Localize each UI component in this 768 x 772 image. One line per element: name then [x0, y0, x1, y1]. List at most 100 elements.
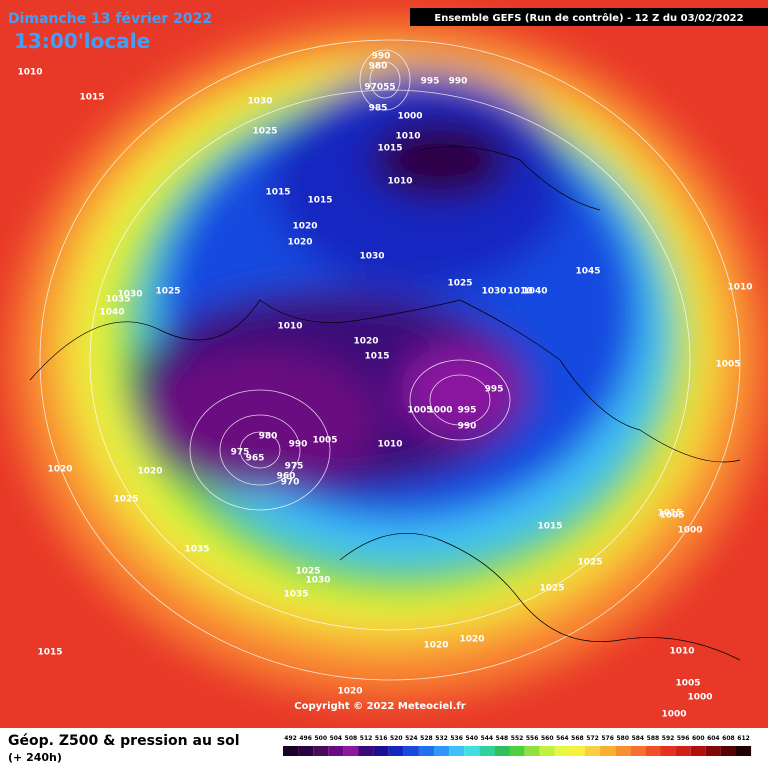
scale-swatch [660, 746, 676, 756]
scale-label: 540 [465, 735, 478, 742]
isobar-label: 1020 [287, 238, 312, 248]
scale-swatch [645, 746, 661, 756]
scale-label: 548 [496, 735, 509, 742]
isobar-label: 1010 [507, 287, 532, 297]
scale-swatch [705, 746, 721, 756]
isobar-label: 1010 [669, 647, 694, 657]
isobar-label: 1010 [395, 132, 420, 142]
isobar-label: 1030 [305, 576, 330, 586]
header-box [410, 8, 768, 26]
isobar-label: 1030 [247, 97, 272, 107]
z500-field [0, 0, 768, 728]
scale-swatch [569, 746, 585, 756]
isobar-label: 1000 [677, 526, 702, 536]
scale-label: 612 [737, 735, 750, 742]
isobar-label: 1015 [79, 93, 104, 103]
isobar-label: 975 [285, 462, 304, 472]
scale-label: 528 [420, 735, 433, 742]
scale-swatch [675, 746, 691, 756]
scale-label: 512 [360, 735, 373, 742]
scale-swatch [630, 746, 646, 756]
scale-label: 560 [541, 735, 554, 742]
isobar-label: 1005 [659, 511, 684, 521]
footer-title: Géop. Z500 & pression au sol [8, 733, 240, 749]
scale-label: 556 [526, 735, 539, 742]
isobar-label: 1015 [657, 509, 682, 519]
scale-label: 520 [390, 735, 403, 742]
isobar-label: 1030 [117, 290, 142, 300]
isobar-label: 1040 [99, 308, 124, 318]
isobar-label: 1020 [137, 467, 162, 477]
isobar-label: 1045 [575, 267, 600, 277]
scale-label: 600 [692, 735, 705, 742]
local-time: 13:00'locale [14, 29, 150, 53]
model-run: Ensemble GEFS (Run de contrôle) - 12 Z d… [434, 12, 743, 24]
isobar-label: 1035 [105, 295, 130, 305]
scale-swatch [449, 746, 465, 756]
color-scale: 492 496 500 504 508 512 516 520 524 528 532 536 540 5… [283, 735, 752, 756]
isobar-label: 1025 [252, 127, 277, 137]
scale-swatch [554, 746, 570, 756]
isobar-label: 1025 [113, 495, 138, 505]
scale-swatch [418, 746, 434, 756]
isobar-label: 1000 [661, 710, 686, 720]
isobars [39, 39, 741, 681]
isobar-label: 1020 [47, 465, 72, 475]
isobar-label: 1040 [522, 287, 547, 297]
scale-label: 608 [722, 735, 735, 742]
isobar-label: 1005 [312, 436, 337, 446]
isobar-label: 97055 [364, 83, 395, 93]
scale-label: 532 [435, 735, 448, 742]
isobar-label: 1020 [459, 635, 484, 645]
scale-swatch [343, 746, 359, 756]
isobar-label: 990 [458, 422, 477, 432]
isobar-label: 960 [277, 472, 296, 482]
isobar-label: 990 [372, 52, 391, 62]
scale-swatch [509, 746, 525, 756]
isobar-label: 990 [449, 77, 468, 87]
isobar-label: 1010 [727, 283, 752, 293]
isobar-label: 1015 [265, 188, 290, 198]
scale-label: 524 [405, 735, 418, 742]
scale-swatch [479, 746, 495, 756]
scale-label: 504 [330, 735, 343, 742]
scale-swatch [615, 746, 631, 756]
isobar-label: 1025 [539, 584, 564, 594]
isobar-label: 1000 [687, 693, 712, 703]
isobar-label: 1025 [577, 558, 602, 568]
isobar-label: 1010 [277, 322, 302, 332]
scale-label: 536 [450, 735, 463, 742]
scale-label: 492 [284, 735, 297, 742]
isobar-label: 1025 [155, 287, 180, 297]
isobar-label: 1015 [307, 196, 332, 206]
scale-label: 564 [556, 735, 569, 742]
scale-swatch [690, 746, 706, 756]
scale-label: 576 [601, 735, 614, 742]
isobar-label: 1035 [283, 590, 308, 600]
scale-swatch [494, 746, 510, 756]
isobar-label: 995 [485, 385, 504, 395]
isobar-label: 980 [259, 432, 278, 442]
scale-label: 516 [375, 735, 388, 742]
isobar-label: 1010 [17, 68, 42, 78]
scale-label: 568 [571, 735, 584, 742]
isobar-label: 1020 [423, 641, 448, 651]
isobar-label: 1000 [427, 406, 452, 416]
isobar-label: 1015 [37, 648, 62, 658]
scale-swatch [373, 746, 389, 756]
isobar-label: 1015 [377, 144, 402, 154]
scale-label: 572 [586, 735, 599, 742]
scale-label: 592 [662, 735, 675, 742]
scale-label: 500 [314, 735, 327, 742]
isobar-label: 1020 [292, 222, 317, 232]
copyright: Copyright © 2022 Meteociel.fr [294, 701, 465, 712]
isobar-label: 1020 [337, 687, 362, 697]
scale-swatch [464, 746, 480, 756]
scale-swatch [358, 746, 374, 756]
isobar-label: 970 [281, 478, 300, 488]
isobar-label: 995 [458, 406, 477, 416]
scale-swatch [283, 746, 299, 756]
scale-label: 544 [481, 735, 494, 742]
scale-swatch [388, 746, 404, 756]
isobar-label: 1010 [387, 177, 412, 187]
